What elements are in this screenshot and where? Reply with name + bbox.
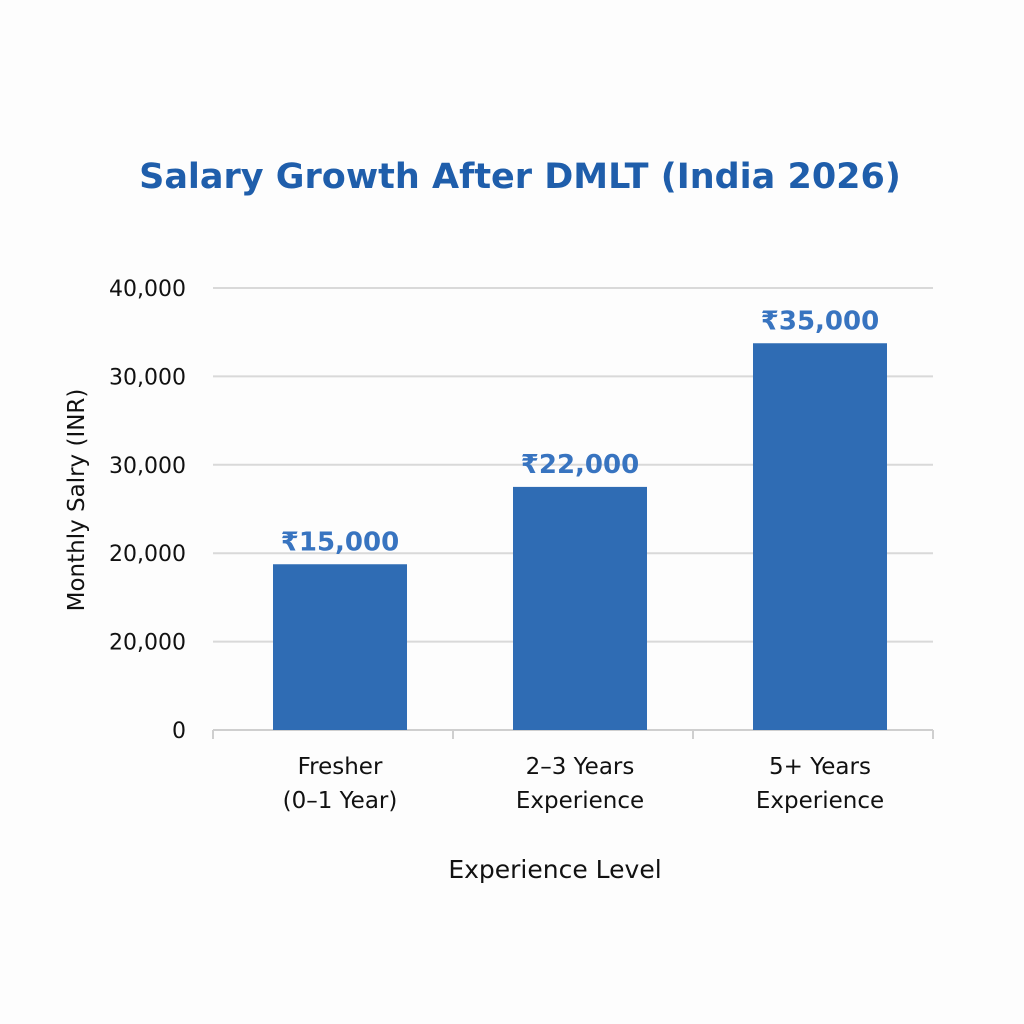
- data-label: ₹15,000: [281, 527, 399, 557]
- bar: [273, 564, 407, 730]
- x-tick-label: Experience: [516, 788, 644, 814]
- x-tick-label: Experience: [756, 788, 884, 814]
- y-tick-label: 20,000: [109, 542, 186, 567]
- x-tick-label: Fresher: [298, 754, 383, 780]
- y-tick-labels: 0 20,000 20,000 30,000 30,000 40,000: [109, 277, 186, 744]
- bar: [753, 343, 887, 730]
- y-tick-label: 30,000: [109, 365, 186, 390]
- data-label: ₹35,000: [761, 306, 879, 336]
- bar: [513, 486, 647, 730]
- y-axis-label: Monthly Salry (INR): [64, 389, 90, 612]
- y-tick-label: 0: [172, 719, 186, 744]
- x-tick-label: 2–3 Years: [526, 754, 635, 780]
- x-tick-labels: Fresher (0–1 Year) 2–3 Years Experience 5+ Y…: [283, 754, 885, 814]
- x-tick-label: 5+ Years: [769, 754, 871, 780]
- bars: ₹15,000 ₹22,000 ₹35,000: [273, 306, 887, 730]
- y-tick-label: 20,000: [109, 631, 186, 656]
- data-label: ₹22,000: [521, 450, 639, 480]
- y-tick-label: 40,000: [109, 277, 186, 302]
- chart-title: Salary Growth After DMLT (India 2026): [139, 157, 901, 197]
- y-tick-label: 30,000: [109, 454, 186, 479]
- x-tick-label: (0–1 Year): [283, 788, 398, 814]
- x-axis-label: Experience Level: [448, 855, 661, 884]
